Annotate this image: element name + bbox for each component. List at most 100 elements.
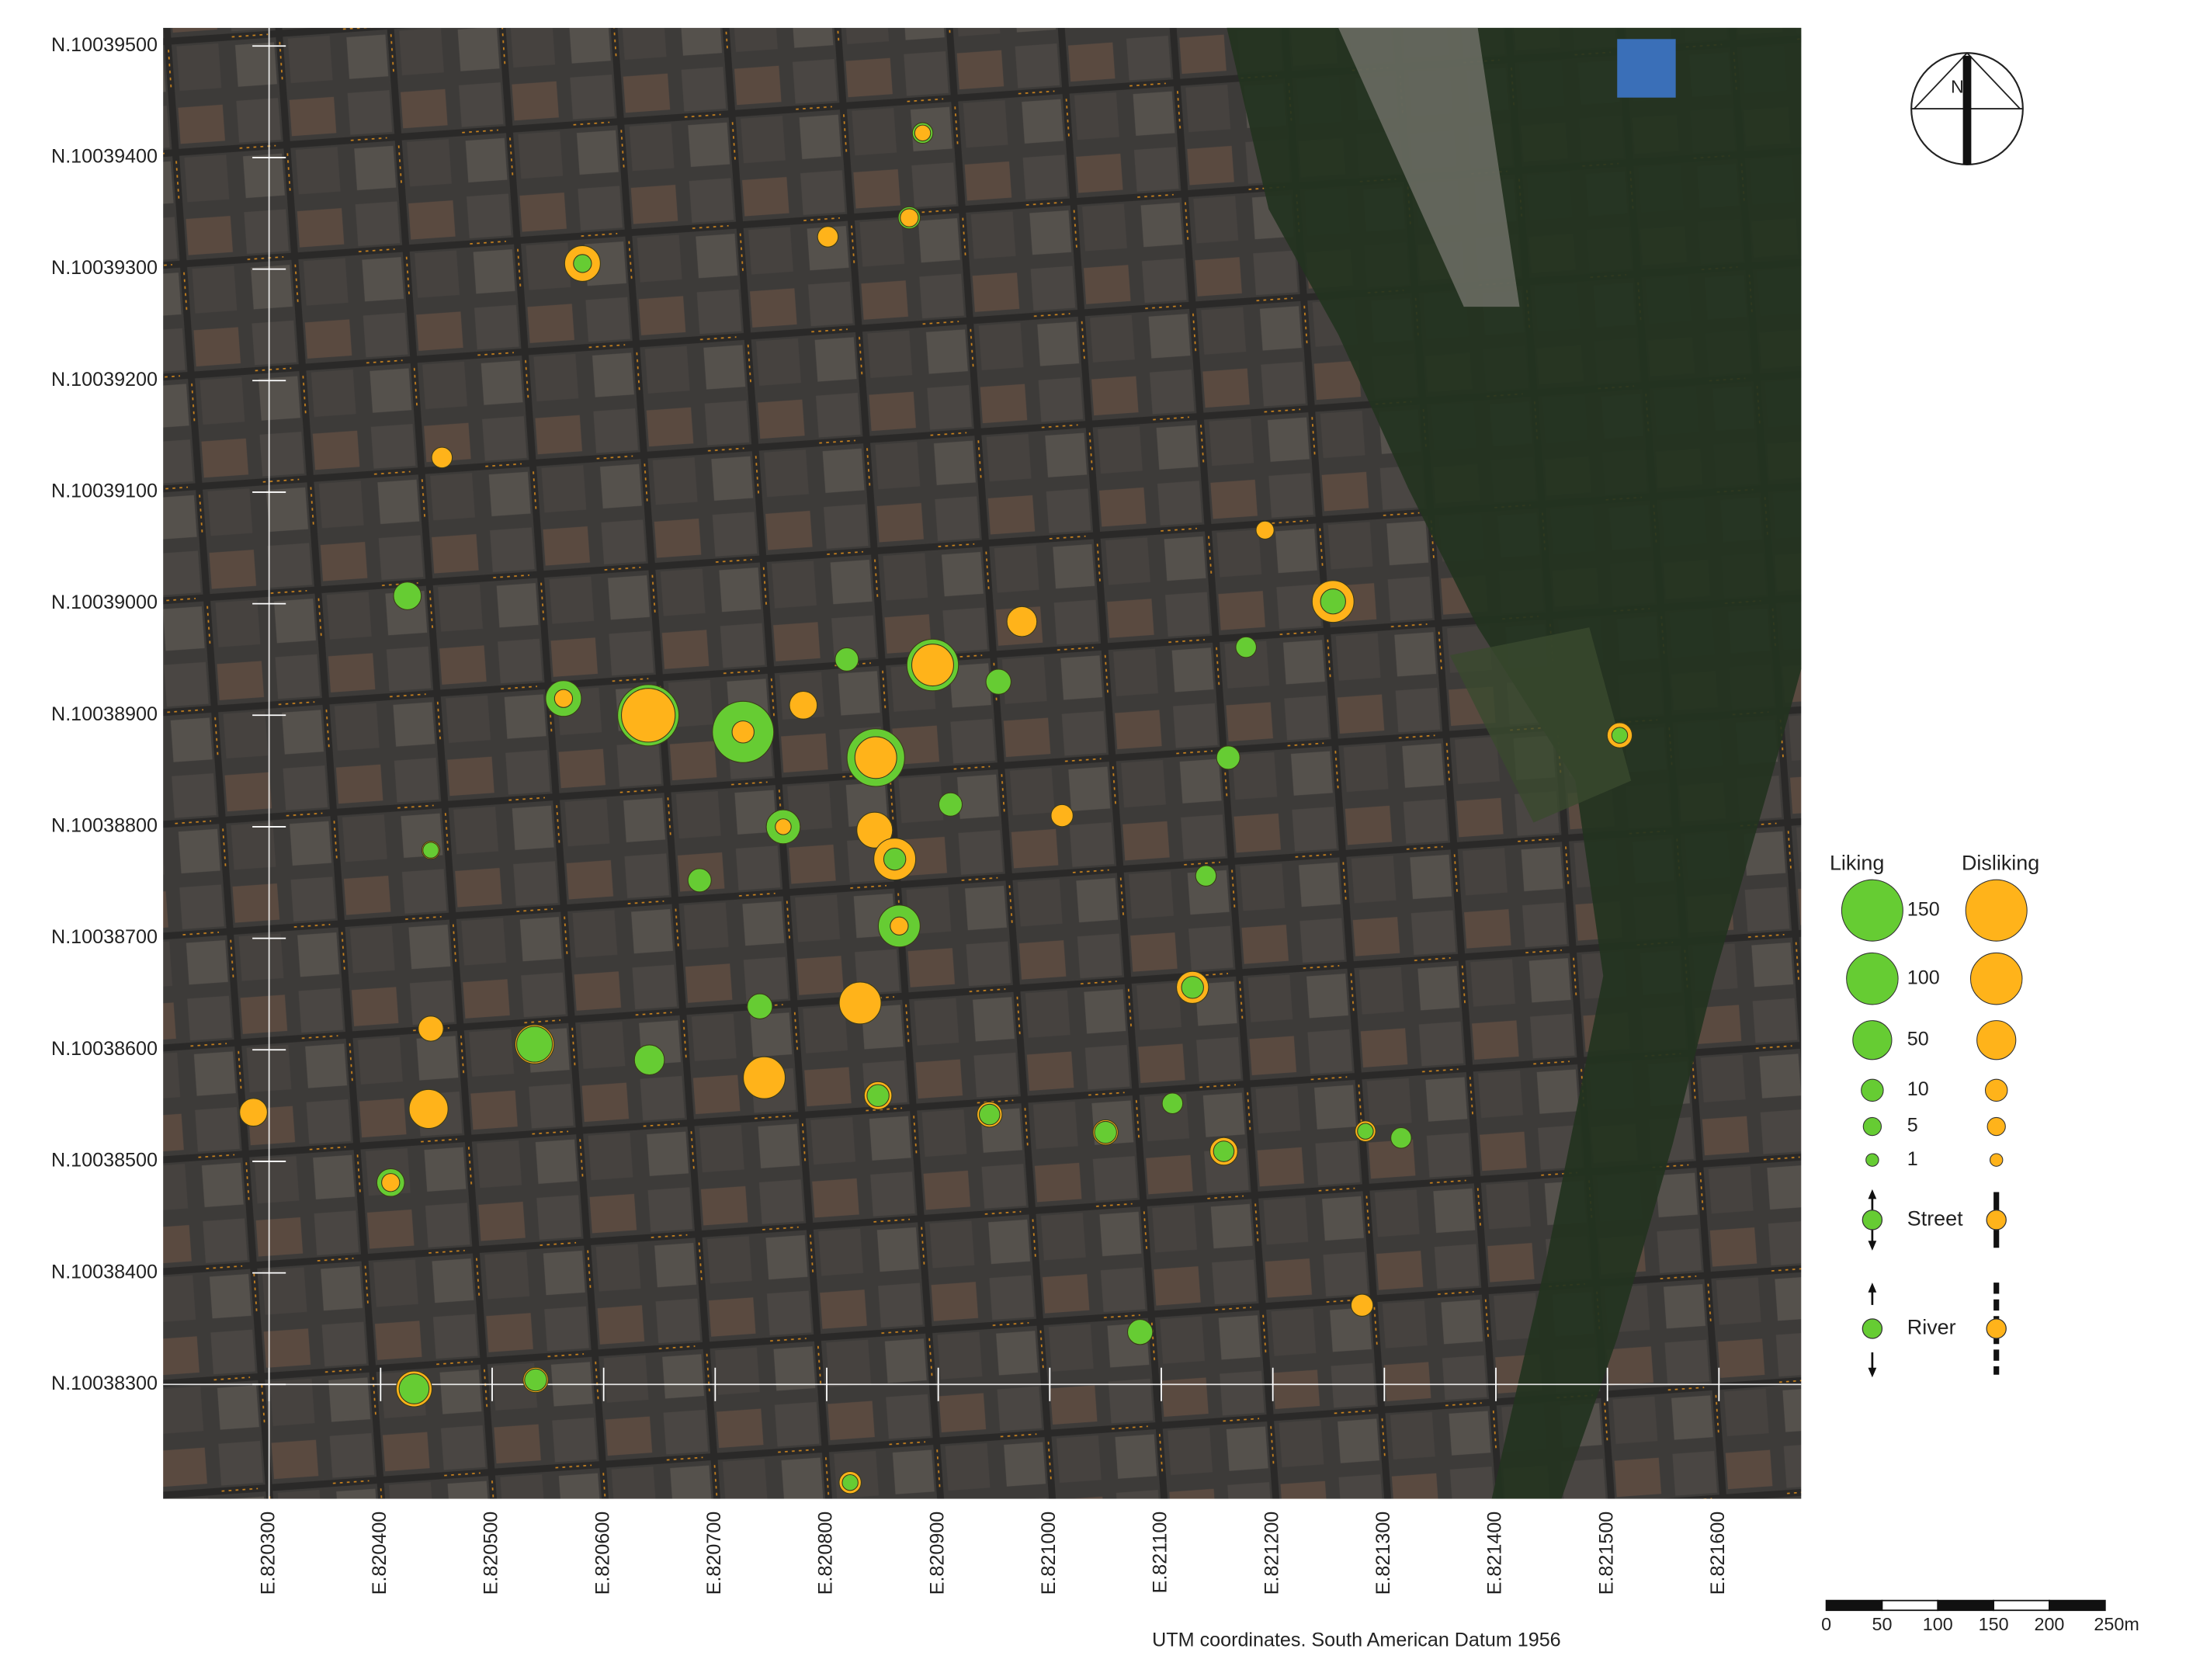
legend-size-label: 1	[1907, 1148, 1918, 1170]
disliking-bubble	[1350, 1293, 1374, 1317]
northing-label: N.10038600	[51, 1038, 158, 1060]
scale-segment	[2049, 1599, 2106, 1612]
disliking-bubble	[408, 1088, 449, 1130]
legend-size-label: 5	[1907, 1115, 1918, 1137]
easting-label: E.821200	[1261, 1512, 1282, 1595]
disliking-bubble	[418, 1015, 444, 1042]
coordinate-grid	[163, 27, 1802, 1499]
northing-label: N.10039200	[51, 369, 158, 390]
northing-label: N.10039000	[51, 592, 158, 613]
scale-segment	[1881, 1599, 1939, 1612]
legend-disliking-size	[1969, 952, 2023, 1005]
legend-size-label: 10	[1907, 1078, 1929, 1100]
disliking-bubble	[789, 690, 818, 720]
northing-label: N.10038500	[51, 1150, 158, 1171]
legend-river: River	[1907, 1316, 1956, 1339]
scale-bar: 0 50 100 150 200 250m	[1821, 1599, 2139, 1634]
easting-label: E.820400	[369, 1512, 390, 1595]
disliking-bubble	[239, 1098, 268, 1127]
easting-label: E.820900	[926, 1512, 948, 1595]
easting-label: E.821000	[1038, 1512, 1060, 1595]
liking-bubble	[1390, 1126, 1412, 1149]
disliking-bubble	[890, 916, 909, 935]
legend-liking-size	[1865, 1153, 1879, 1167]
coordinate-labels: N.10039500 N.10039400 N.10039300 N.10039200…	[51, 34, 1729, 1595]
liking-bubble	[747, 993, 773, 1019]
scale-segment	[1825, 1599, 1883, 1612]
liking-bubble	[573, 254, 592, 273]
liking-bubble	[1357, 1123, 1374, 1140]
north-arrow: N	[1910, 52, 2024, 165]
legend-liking-size	[1846, 952, 1899, 1005]
legend-liking-size	[1852, 1020, 1893, 1060]
easting-label: E.821400	[1484, 1512, 1506, 1595]
legend-disliking-title: Disliking	[1962, 852, 2039, 875]
liking-bubble	[633, 1044, 665, 1076]
liking-bubble	[398, 1373, 430, 1404]
aerial-image	[163, 27, 1802, 1499]
disliking-bubble	[431, 446, 453, 469]
liking-bubble	[516, 1026, 553, 1063]
northing-label: N.10039100	[51, 481, 158, 502]
liking-bubble	[985, 668, 1011, 695]
easting-label: E.820500	[481, 1512, 502, 1595]
disliking-bubble	[731, 720, 755, 744]
disliking-bubble	[553, 689, 574, 708]
liking-bubble	[1161, 1092, 1184, 1115]
scale-label: 200	[2034, 1614, 2064, 1634]
easting-label: E.821300	[1372, 1512, 1394, 1595]
legend-street-symbols	[1862, 1189, 2007, 1251]
northing-label: N.10038300	[51, 1373, 158, 1394]
northing-label: N.10038400	[51, 1261, 158, 1283]
disliking-bubble	[911, 644, 954, 687]
legend-disliking-size	[1990, 1153, 2004, 1167]
liking-bubble	[1195, 865, 1217, 887]
northing-label: N.10039400	[51, 146, 158, 168]
liking-bubble	[1235, 636, 1257, 658]
legend-river-symbols	[1862, 1283, 2007, 1378]
liking-bubble	[524, 1368, 547, 1392]
legend-liking-title: Liking	[1830, 852, 1884, 875]
liking-bubble	[1216, 745, 1240, 770]
easting-label: E.820600	[592, 1512, 613, 1595]
liking-bubble	[1126, 1319, 1154, 1345]
legend-size-label: 100	[1907, 967, 1940, 988]
liking-bubble	[834, 647, 859, 672]
disliking-bubble	[775, 818, 792, 835]
disliking-bubble	[1006, 606, 1038, 637]
liking-bubble	[1213, 1140, 1235, 1162]
legend-disliking-size	[1986, 1116, 2006, 1137]
easting-label: E.821600	[1707, 1512, 1729, 1595]
liking-bubble	[1611, 727, 1629, 744]
legend-liking-size	[1841, 879, 1903, 942]
easting-label: E.820800	[815, 1512, 837, 1595]
scale-label: 100	[1923, 1614, 1953, 1634]
liking-bubble	[1094, 1120, 1117, 1144]
legend-liking-size	[1861, 1078, 1884, 1102]
northing-label: N.10038700	[51, 926, 158, 948]
scale-segment	[1993, 1599, 2050, 1612]
northing-label: N.10038900	[51, 703, 158, 725]
scale-label: 150	[1979, 1614, 2009, 1634]
legend-street: Street	[1907, 1206, 1963, 1230]
legend-size-label: 150	[1907, 898, 1940, 920]
liking-bubble	[1320, 588, 1346, 615]
easting-label: E.820700	[703, 1512, 725, 1595]
liking-bubble	[422, 842, 439, 859]
disliking-bubble	[743, 1056, 786, 1099]
liking-bubble	[1181, 976, 1204, 999]
disliking-bubble	[914, 124, 932, 142]
liking-bubble	[393, 581, 422, 610]
liking-bubble	[978, 1103, 1001, 1126]
easting-label: E.821500	[1595, 1512, 1617, 1595]
scale-label: 250m	[2094, 1614, 2139, 1634]
liking-bubble	[883, 847, 907, 871]
scale-label: 0	[1821, 1614, 1831, 1634]
liking-bubble	[938, 792, 963, 817]
liking-bubble	[866, 1084, 890, 1107]
liking-bubble	[687, 868, 712, 893]
points	[239, 122, 1633, 1494]
legend-disliking-size	[1984, 1078, 2008, 1102]
